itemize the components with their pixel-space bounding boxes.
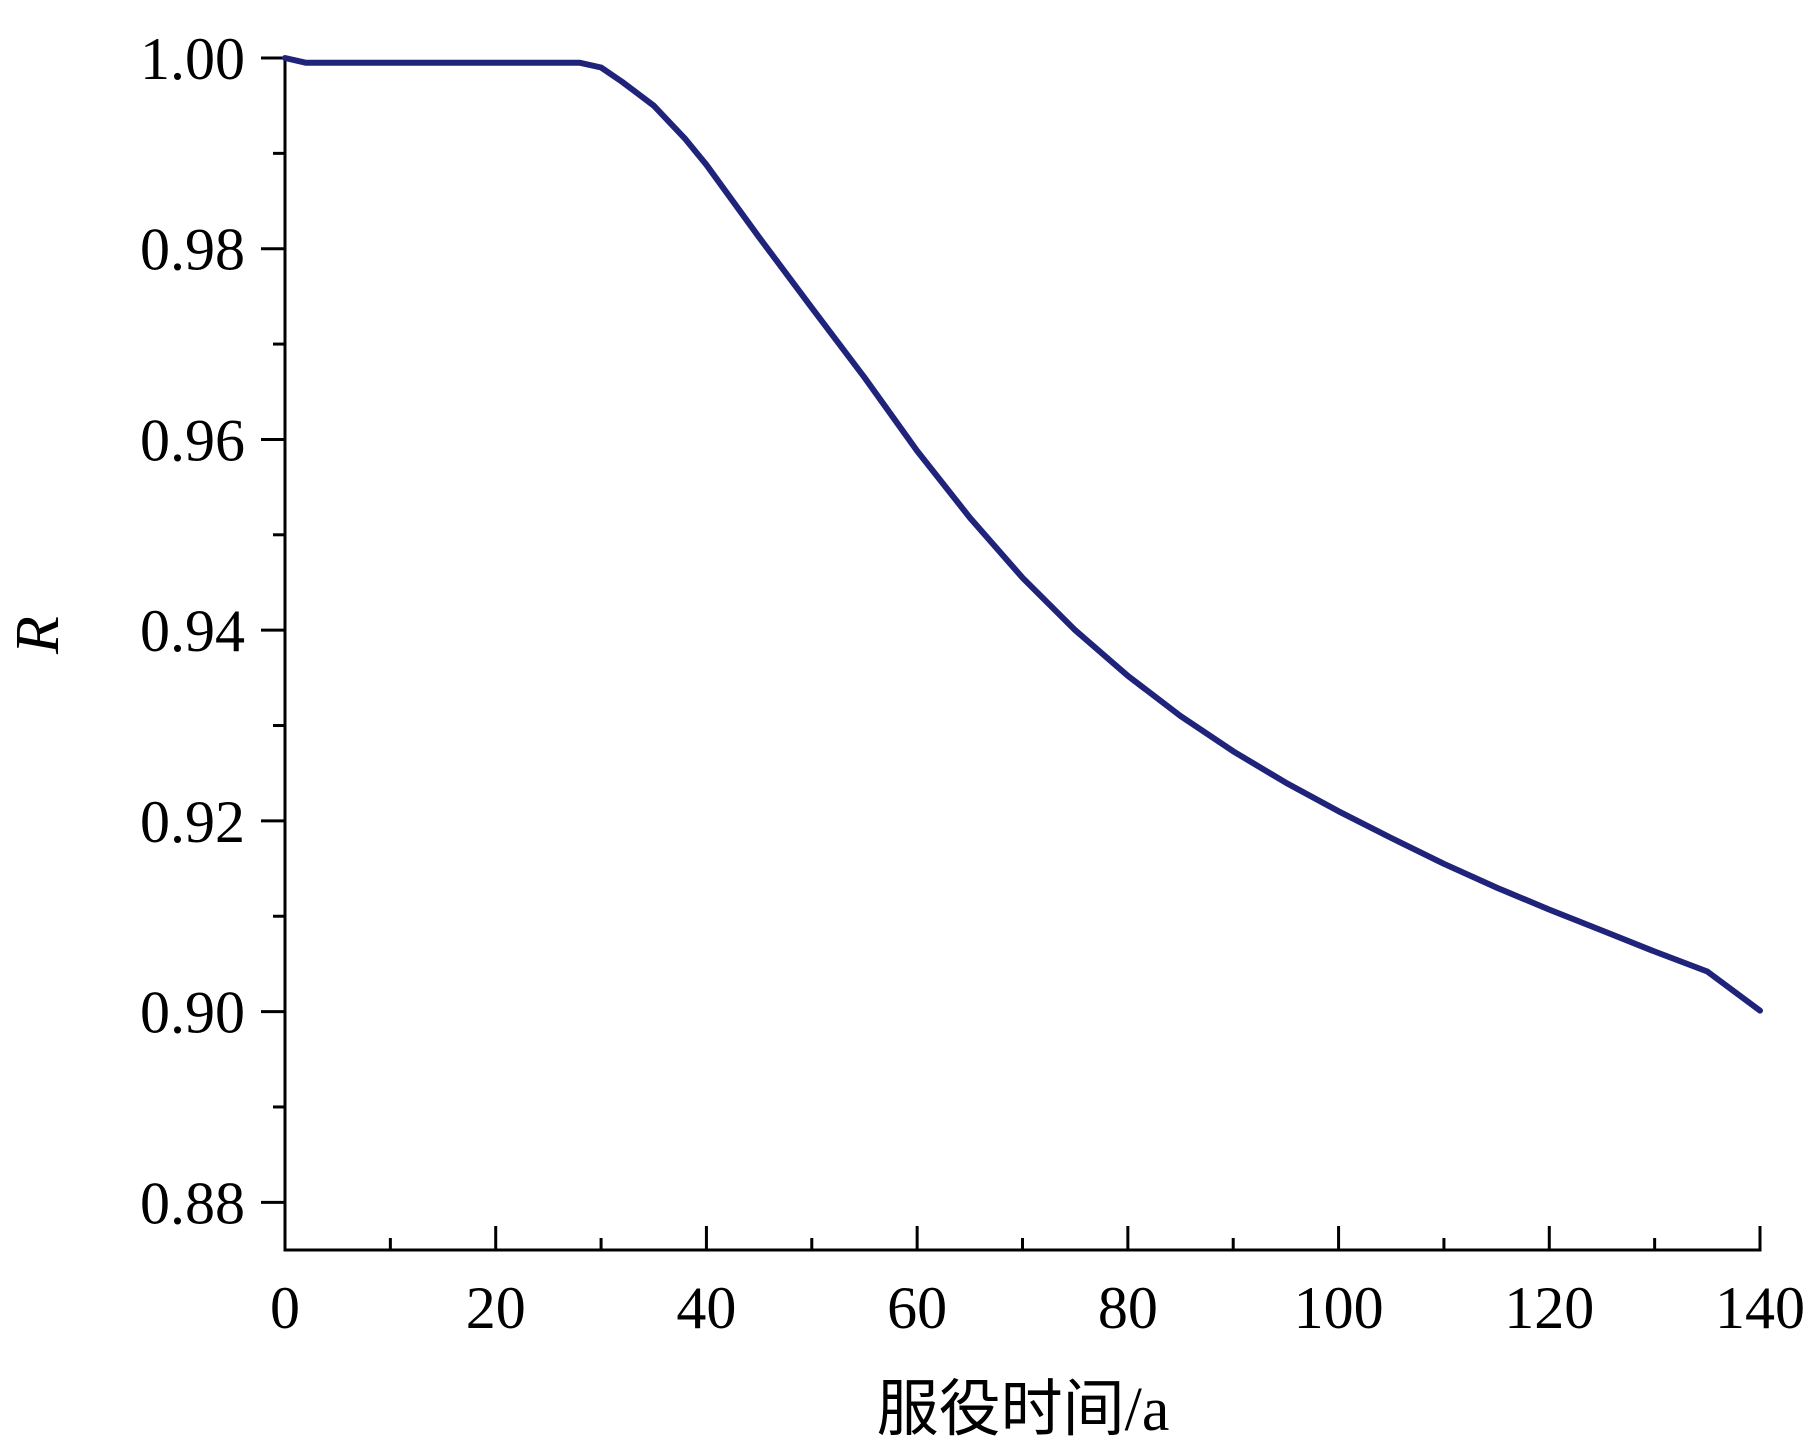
series-line — [282, 55, 1763, 1014]
y-tick-label: 0.96 — [140, 407, 245, 473]
x-tick-label: 100 — [1294, 1275, 1384, 1341]
x-tick-label: 20 — [466, 1275, 526, 1341]
y-tick-label: 0.90 — [140, 980, 245, 1046]
series-group — [282, 55, 1763, 1014]
x-tick-label: 120 — [1504, 1275, 1594, 1341]
x-tick-label: 60 — [887, 1275, 947, 1341]
x-axis-ticks: 0 20 40 60 80 100 120 140 — [270, 1226, 1805, 1341]
y-tick-label: 0.88 — [140, 1170, 245, 1236]
x-axis-title: 服役时间/a — [877, 1376, 1170, 1444]
y-tick-label: 1.00 — [140, 26, 245, 92]
y-axis-ticks: 0.88 0.90 0.92 0.94 0.96 0.98 1.00 — [140, 26, 285, 1236]
axes — [283, 58, 1762, 1252]
x-tick-label: 0 — [270, 1275, 300, 1341]
x-tick-label: 80 — [1098, 1275, 1158, 1341]
x-tick-label: 140 — [1715, 1275, 1805, 1341]
x-tick-label: 40 — [676, 1275, 736, 1341]
y-tick-label: 0.92 — [140, 789, 245, 855]
y-tick-label: 0.98 — [140, 217, 245, 283]
y-axis-title: R — [4, 616, 72, 655]
y-tick-label: 0.94 — [140, 598, 245, 664]
